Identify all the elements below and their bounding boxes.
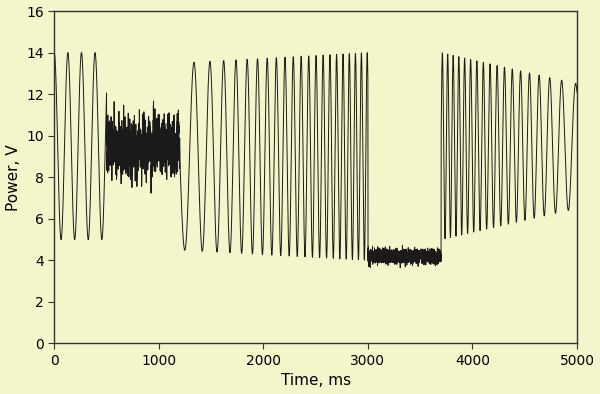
Y-axis label: Power, V: Power, V: [5, 144, 20, 210]
X-axis label: Time, ms: Time, ms: [281, 374, 350, 388]
